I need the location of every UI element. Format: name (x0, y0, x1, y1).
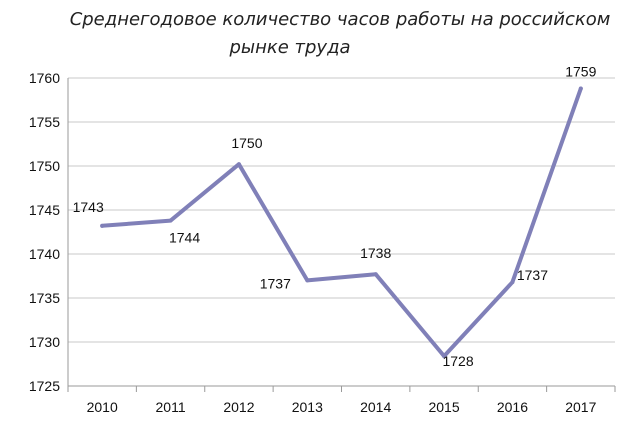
x-tick-label-2012: 2012 (223, 399, 254, 415)
data-point-2010 (100, 223, 105, 228)
data-point-2014 (373, 272, 378, 277)
x-tick-label-2014: 2014 (360, 399, 391, 415)
data-label-2010: 1743 (73, 199, 104, 215)
data-label-2017: 1759 (565, 64, 596, 80)
data-point-2011 (168, 218, 173, 223)
x-tick-label-2011: 2011 (156, 399, 186, 415)
y-tick-label-1760: 1760 (29, 70, 60, 86)
chart-title-line-1: Среднегодовое количество часов работы на… (69, 9, 611, 30)
data-label-2014: 1738 (360, 245, 391, 261)
x-tick-label-2010: 2010 (87, 399, 118, 415)
y-tick-label-1745: 1745 (29, 202, 60, 218)
data-point-2017 (578, 86, 583, 91)
x-tick-label-2013: 2013 (292, 399, 323, 415)
y-tick-label-1735: 1735 (29, 290, 60, 306)
x-tick-label-2015: 2015 (428, 399, 459, 415)
chart-title-line-2: рынке труда (229, 37, 351, 58)
y-axis: 1725 1730 1735 1740 1745 1750 1755 1760 (29, 70, 69, 394)
series-line (100, 86, 583, 359)
data-label-2012: 1750 (231, 135, 262, 151)
y-tick-label-1725: 1725 (29, 378, 60, 394)
y-tick-label-1740: 1740 (29, 246, 60, 262)
data-label-2011: 1744 (169, 230, 200, 246)
data-label-2013: 1737 (260, 275, 291, 291)
data-labels: 1743 1744 1750 1737 1738 1728 1737 1759 (73, 64, 597, 370)
y-tick-label-1750: 1750 (29, 158, 60, 174)
chart-title: Среднегодовое количество часов работы на… (0, 6, 640, 62)
data-point-2015 (442, 354, 447, 359)
data-label-2016: 1737 (517, 267, 548, 283)
grid-lines (68, 77, 615, 387)
x-tick-label-2017: 2017 (565, 399, 596, 415)
x-tick-label-2016: 2016 (497, 399, 528, 415)
data-label-2015: 1728 (442, 353, 473, 369)
y-tick-label-1755: 1755 (29, 114, 60, 130)
x-axis: 2010 2011 2012 2013 2014 2015 2016 2017 (67, 385, 616, 415)
data-point-2013 (305, 278, 310, 283)
data-point-2016 (510, 280, 515, 285)
data-point-2012 (236, 162, 241, 167)
series (100, 86, 583, 359)
y-tick-label-1730: 1730 (29, 334, 60, 350)
